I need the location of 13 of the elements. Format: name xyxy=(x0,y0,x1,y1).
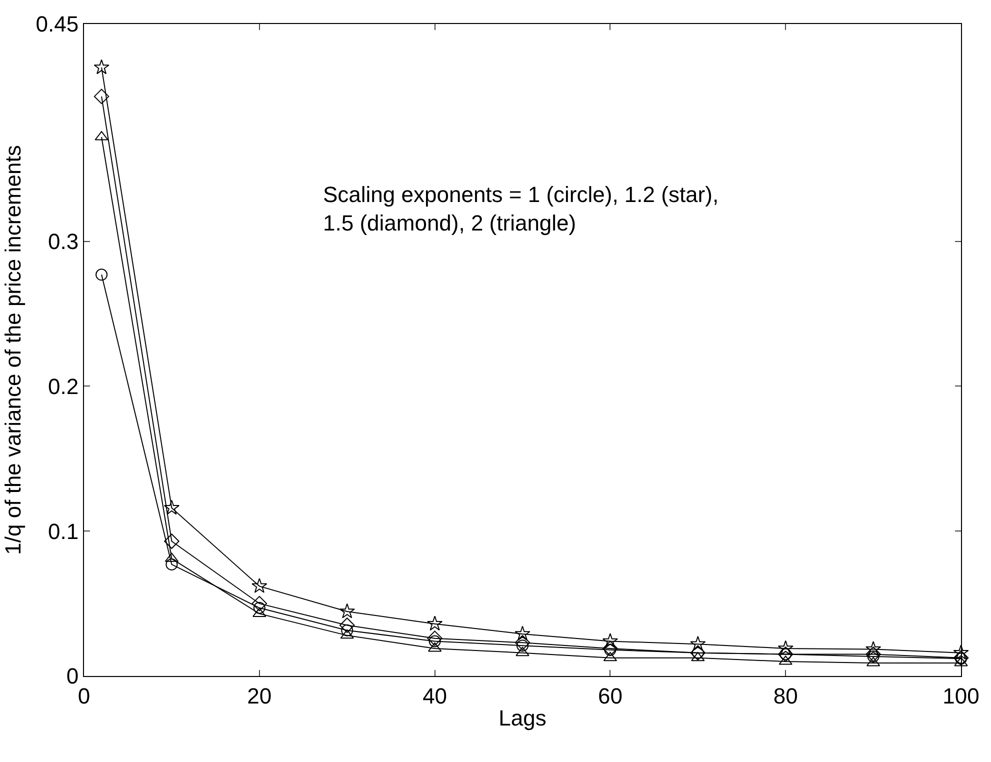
x-tick-label: 20 xyxy=(247,683,272,708)
annotation: Scaling exponents = 1 (circle), 1.2 (star), 1.5 (diamond), 2 (triangle) xyxy=(323,182,719,236)
y-tick-label: 0.3 xyxy=(48,229,79,254)
y-tick-label: 0.1 xyxy=(48,518,79,544)
y-axis-title: 1/q of the variance of the price increments xyxy=(0,145,26,555)
x-tick-label: 40 xyxy=(422,683,448,708)
y-tick-label: 0.2 xyxy=(48,374,79,399)
x-tick-label: 100 xyxy=(942,683,980,708)
y-tick-label: 0.45 xyxy=(36,12,79,37)
x-tick-label: 60 xyxy=(598,683,622,708)
x-tick-label: 80 xyxy=(773,683,798,708)
x-axis-title: Lags xyxy=(498,705,546,730)
y-tick-label: 0 xyxy=(66,664,79,689)
